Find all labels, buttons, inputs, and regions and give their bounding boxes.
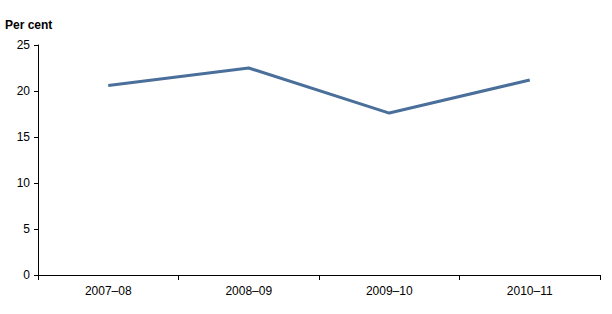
svg-text:20: 20 — [17, 84, 31, 98]
svg-text:Per cent: Per cent — [5, 18, 52, 32]
svg-text:2007–08: 2007–08 — [85, 284, 132, 298]
svg-text:2008–09: 2008–09 — [225, 284, 272, 298]
svg-text:2009–10: 2009–10 — [366, 284, 413, 298]
svg-text:2010–11: 2010–11 — [507, 284, 553, 298]
svg-text:25: 25 — [17, 38, 31, 52]
svg-text:0: 0 — [23, 268, 30, 282]
svg-text:15: 15 — [17, 130, 31, 144]
svg-text:10: 10 — [17, 176, 31, 190]
svg-text:5: 5 — [23, 222, 30, 236]
